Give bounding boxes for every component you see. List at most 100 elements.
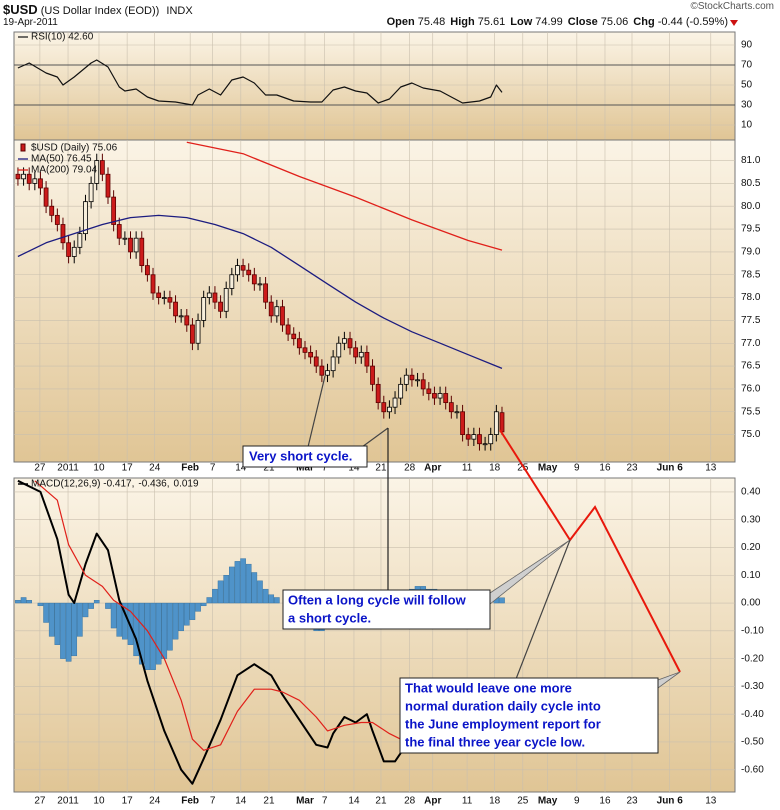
y-tick-label: 78.5 — [741, 269, 761, 280]
candle-body — [471, 434, 477, 440]
candle-body — [38, 178, 43, 189]
candle-body — [212, 292, 218, 303]
candle-body — [263, 283, 268, 303]
annotation-text: the June employment report for — [405, 716, 601, 731]
candle-body — [477, 434, 482, 445]
x-tick-label: Jun 6 — [657, 463, 684, 474]
symbol: $USD — [3, 2, 38, 17]
y-tick-label: 75.5 — [741, 406, 761, 417]
x-tick-label: 18 — [489, 463, 501, 474]
x-tick-label: 21 — [263, 796, 275, 807]
candle-body — [308, 351, 314, 358]
histogram-bar — [144, 602, 151, 670]
panel-background — [13, 31, 736, 141]
histogram-bar — [88, 602, 94, 609]
candle-body — [83, 201, 88, 235]
quote-value: 75.06 — [600, 16, 629, 28]
x-tick-label: 21 — [375, 463, 387, 474]
x-tick-label: 7 — [322, 796, 328, 807]
candle-body — [54, 214, 60, 225]
x-tick-label: 2011 — [57, 796, 79, 807]
candle-body — [173, 301, 178, 317]
series-line — [17, 479, 503, 785]
x-tick-label: 28 — [404, 463, 416, 474]
y-tick-label: -0.30 — [741, 681, 764, 692]
histogram-bar — [65, 602, 72, 662]
y-tick-label: 0.40 — [741, 487, 761, 498]
annotation-text: Often a long cycle will follow — [288, 592, 467, 607]
x-tick-label: 9 — [574, 463, 580, 474]
x-tick-label: 27 — [34, 796, 46, 807]
panel-background — [13, 139, 736, 463]
histogram-bar — [161, 602, 168, 659]
pointer — [307, 375, 326, 448]
histogram-bar — [268, 594, 275, 604]
histogram-bar — [138, 602, 145, 665]
histogram-bar — [71, 602, 78, 657]
candle-body — [353, 347, 359, 358]
x-tick-label: 25 — [517, 796, 529, 807]
annotation-text: normal duration daily cycle into — [405, 698, 601, 713]
x-tick-label: Mar — [296, 463, 314, 474]
candle-body — [398, 383, 404, 399]
x-tick-label: 13 — [705, 463, 717, 474]
legend-label: 0.019 — [174, 479, 199, 490]
x-tick-label: 24 — [149, 796, 161, 807]
candle-body — [139, 237, 145, 267]
series-line — [17, 59, 503, 106]
quote-label: Low — [510, 16, 533, 28]
y-tick-label: 90 — [741, 40, 753, 51]
annotation-text: Very short cycle. — [249, 448, 352, 463]
histogram-bar — [116, 602, 123, 637]
histogram-bar — [77, 602, 83, 637]
candle-body — [66, 242, 71, 257]
histogram-bar — [245, 563, 252, 604]
x-tick-label: Feb — [181, 463, 199, 474]
legend-label: -0.436, — [138, 479, 169, 490]
x-tick-label: 14 — [348, 796, 360, 807]
x-tick-label: Mar — [296, 796, 314, 807]
histogram-bar — [37, 602, 44, 607]
candle-body — [448, 402, 454, 413]
candle-body — [15, 173, 21, 180]
series-line — [34, 480, 503, 751]
histogram-bar — [183, 602, 190, 626]
x-tick-label: 10 — [93, 463, 105, 474]
candle-body — [218, 301, 223, 312]
histogram-bar — [234, 561, 241, 604]
x-tick-label: 21 — [375, 796, 387, 807]
candle-body — [319, 365, 325, 376]
candle-body — [358, 351, 364, 358]
pointer — [361, 427, 389, 448]
histogram-bar — [229, 566, 235, 604]
candle-body — [26, 173, 32, 184]
legend-icon — [20, 143, 26, 152]
candle-body — [387, 406, 392, 413]
candle-body — [133, 237, 139, 253]
candle-body — [274, 306, 280, 317]
y-tick-label: 80.5 — [741, 178, 761, 189]
candle-body — [336, 342, 342, 358]
histogram-bar — [274, 597, 280, 604]
series-line — [17, 214, 503, 370]
candle-body — [493, 411, 499, 435]
candle-body — [43, 187, 49, 207]
candle-body — [246, 269, 252, 276]
histogram-bar — [43, 602, 49, 623]
x-tick-label: Feb — [181, 796, 199, 807]
series-line — [186, 141, 503, 251]
x-tick-label: 24 — [149, 463, 161, 474]
y-tick-label: 77.0 — [741, 338, 761, 349]
x-tick-label: 11 — [462, 796, 473, 807]
candle-body — [167, 297, 173, 303]
candle-body — [128, 237, 133, 253]
candle-body — [268, 301, 274, 317]
x-tick-label: 25 — [517, 463, 529, 474]
x-tick-label: Jun 6 — [657, 796, 684, 807]
candle-body — [488, 434, 494, 445]
histogram-bar — [60, 602, 66, 659]
legend-label: $USD (Daily) 75.06 — [31, 143, 118, 154]
x-tick-label: 14 — [235, 463, 247, 474]
candle-body — [178, 315, 184, 318]
